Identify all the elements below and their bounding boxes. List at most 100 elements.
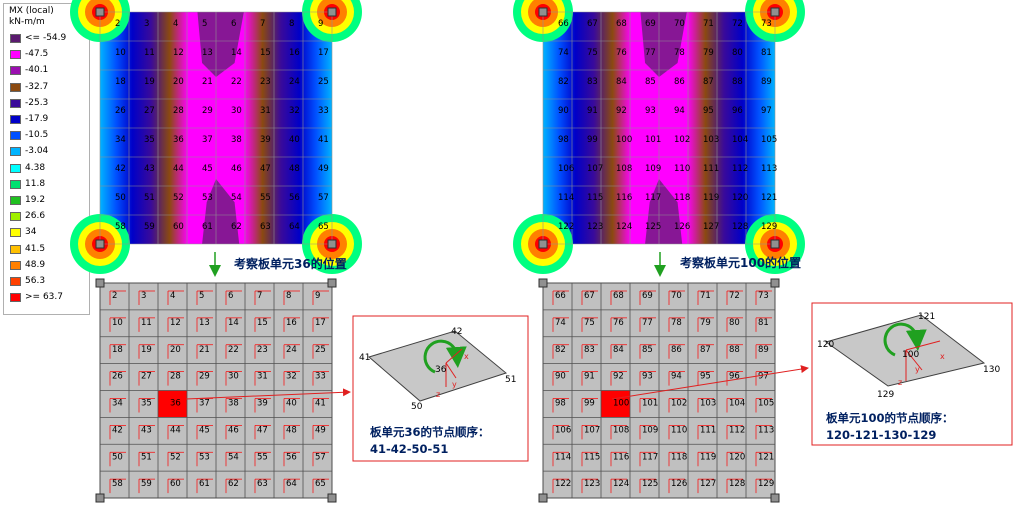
element-id: 127 [703, 222, 719, 232]
support-icon [327, 493, 337, 503]
element-id: 64 [286, 479, 297, 489]
element-id: 102 [674, 135, 690, 145]
element-id: 127 [700, 479, 716, 489]
element-id: 86 [674, 77, 685, 87]
element-id: 50 [115, 193, 126, 203]
element-id: 70 [674, 19, 685, 29]
element-id: 108 [613, 425, 629, 435]
element-id: 20 [170, 345, 181, 355]
node-order-title: 板单元100的节点顺序： [826, 411, 954, 425]
node-label: 42 [451, 327, 462, 337]
element-id: 126 [671, 479, 687, 489]
plate-quad-right [824, 314, 986, 387]
axis-label: z [436, 390, 440, 399]
element-id: 39 [260, 135, 271, 145]
caption-left: 考察板单元36的位置 [234, 257, 347, 271]
element-id: 34 [115, 135, 126, 145]
support-icon [770, 493, 780, 503]
element-id: 51 [141, 452, 152, 462]
element-id: 39 [257, 399, 268, 409]
element-id: 19 [141, 345, 152, 355]
element-id: 56 [289, 193, 300, 203]
legend-label: <= -54.9 [25, 33, 67, 43]
element-id: 36 [173, 135, 184, 145]
element-id: 88 [732, 77, 743, 87]
element-id: 110 [671, 425, 687, 435]
element-id: 121 [758, 452, 774, 462]
element-id: 94 [671, 372, 682, 382]
element-id: 119 [703, 193, 719, 203]
legend-label: 4.38 [25, 162, 46, 173]
element-id: 101 [645, 135, 661, 145]
element-id: 90 [555, 372, 566, 382]
element-id: 4 [173, 19, 178, 29]
element-id: 18 [115, 77, 126, 87]
legend-label: -17.9 [25, 114, 49, 124]
element-id: 62 [231, 222, 242, 232]
element-id: 124 [613, 479, 629, 489]
element-id: 99 [584, 399, 595, 409]
element-id: 53 [199, 452, 210, 462]
pointer-line-left [185, 388, 351, 400]
contour-legend: MX (local) kN-m/m <= -54.9 -47.5 -40.1 -32.… [3, 3, 90, 315]
support-icon [327, 278, 337, 288]
element-id: 21 [199, 345, 210, 355]
element-id: 63 [257, 479, 268, 489]
element-id: 59 [141, 479, 152, 489]
legend-swatch [10, 244, 21, 254]
legend-swatch [10, 82, 21, 92]
element-id: 18 [112, 345, 123, 355]
element-id: 117 [642, 452, 658, 462]
element-id: 65 [315, 479, 326, 489]
element-id: 119 [700, 452, 716, 462]
legend-swatch [10, 50, 21, 60]
element-id: 4 [170, 291, 175, 301]
element-id: 100 [616, 135, 632, 145]
element-id: 43 [141, 425, 152, 435]
axis-label: y [452, 380, 457, 389]
element-id: 32 [289, 106, 300, 116]
element-id: 61 [199, 479, 210, 489]
element-id: 113 [761, 164, 777, 174]
element-id: 81 [761, 48, 772, 58]
node-label: 120 [817, 340, 834, 350]
legend-label: 26.6 [25, 211, 46, 222]
element-id: 75 [584, 318, 595, 328]
element-id: 33 [315, 372, 326, 382]
legend-unit: kN-m/m [9, 17, 45, 27]
legend-swatch [10, 212, 21, 222]
legend-label: -3.04 [25, 146, 49, 157]
legend-label: 41.5 [25, 243, 46, 254]
element-id: 120 [732, 193, 748, 203]
element-id: 38 [228, 399, 239, 409]
legend-label: -10.5 [25, 130, 49, 141]
element-id: 54 [231, 193, 242, 203]
node-label: 41 [359, 353, 370, 363]
element-id: 13 [202, 48, 213, 58]
rotation-arrow-left-icon [423, 339, 467, 374]
element-id: 90 [558, 106, 569, 116]
element-id: 11 [144, 48, 155, 58]
element-id: 108 [616, 164, 632, 174]
element-id: 45 [202, 164, 213, 174]
legend-label: >= 63.7 [25, 292, 63, 303]
element-id: 107 [587, 164, 603, 174]
element-id: 114 [555, 452, 571, 462]
support-icon [327, 7, 337, 17]
plate-quad-left [367, 330, 508, 402]
element-id: 68 [616, 19, 627, 29]
element-id: 74 [555, 318, 566, 328]
element-id: 17 [315, 318, 326, 328]
legend-swatch [10, 260, 21, 270]
element-id: 66 [555, 291, 566, 301]
element-id: 98 [558, 135, 569, 145]
element-id: 69 [642, 291, 653, 301]
element-id: 21 [202, 77, 213, 87]
element-id: 83 [584, 345, 595, 355]
element-id: 76 [613, 318, 624, 328]
element-id: 68 [613, 291, 624, 301]
element-id: 72 [729, 291, 740, 301]
element-id: 58 [115, 222, 126, 232]
contour-plot-right: 66 67 68 69 70 71 72 73 74 75 76 77 78 79 80 81 82 83 84 85… [513, 0, 805, 274]
